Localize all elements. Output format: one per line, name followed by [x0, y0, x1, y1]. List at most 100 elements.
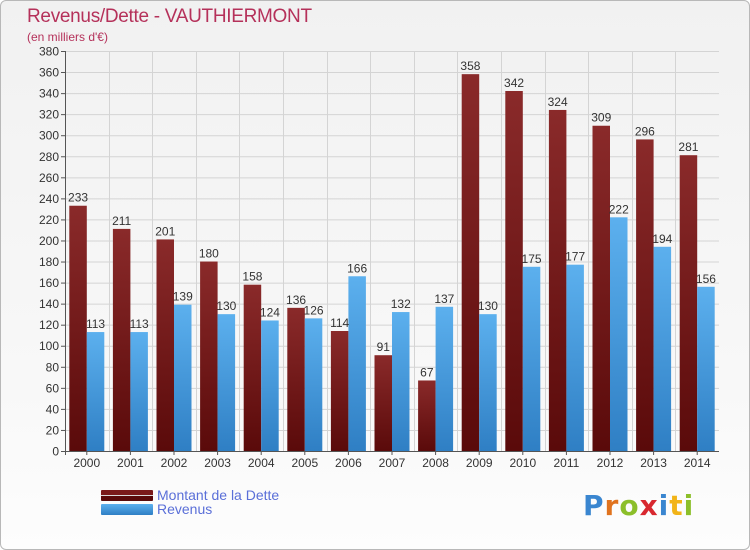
y-tick-label: 140 [39, 297, 59, 311]
data-label: 136 [286, 293, 306, 307]
y-tick-label: 340 [39, 87, 59, 101]
data-label: 175 [522, 252, 542, 266]
y-tick-label: 200 [39, 234, 59, 248]
bar-revenus [86, 332, 105, 451]
bars [69, 74, 715, 452]
chart-title: Revenus/Dette - VAUTHIERMONT [27, 6, 312, 27]
data-label: 222 [609, 202, 629, 216]
y-tick-label: 180 [39, 255, 59, 269]
y-tick-label: 160 [39, 276, 59, 290]
data-label: 358 [460, 59, 480, 73]
bar-revenus [392, 312, 410, 451]
y-tick-label: 100 [39, 339, 59, 353]
data-label: 124 [260, 305, 280, 319]
bar-revenus [610, 217, 628, 451]
bar-revenus [435, 306, 454, 451]
x-tick-label: 2002 [161, 456, 188, 470]
bar-dette [330, 331, 349, 451]
y-tick-label: 260 [39, 171, 59, 185]
x-tick-label: 2006 [335, 456, 362, 470]
y-tick-label: 0 [52, 445, 59, 459]
legend-swatch-revenus [101, 504, 153, 515]
x-tick-label: 2001 [117, 456, 144, 470]
y-tick-label: 360 [39, 66, 59, 80]
bar-dette [636, 139, 654, 451]
x-tick-label: 2008 [422, 456, 449, 470]
bar-revenus [174, 304, 192, 451]
bar-dette [200, 261, 218, 451]
data-label: 137 [434, 292, 454, 306]
y-tick-label: 80 [46, 360, 60, 374]
bar-dette [592, 125, 610, 451]
data-label: 158 [242, 270, 262, 284]
logo-letter: t [669, 489, 684, 522]
bar-dette [287, 307, 305, 451]
bar-revenus [130, 332, 148, 451]
bar-dette [156, 239, 174, 451]
data-label: 309 [591, 111, 611, 125]
data-label: 130 [216, 299, 236, 313]
data-label: 114 [330, 316, 349, 330]
bar-revenus [653, 246, 672, 451]
y-tick-label: 240 [39, 192, 59, 206]
x-tick-label: 2014 [684, 456, 711, 470]
axes: 0 20 40 60 80 100 120 140 160 180 200 220 240 260 280 3… [39, 45, 719, 470]
legend-swatch-dette [101, 490, 153, 501]
logo-letter: i [683, 489, 695, 522]
logo-letter: x [639, 489, 659, 522]
data-label: 211 [112, 214, 131, 228]
data-label: 166 [347, 261, 367, 275]
bar-revenus [697, 286, 715, 451]
logo-letter: P [583, 489, 605, 522]
bar-revenus [479, 314, 497, 451]
x-tick-label: 2003 [204, 456, 231, 470]
x-tick-label: 2011 [553, 456, 579, 470]
chart-subtitle: (en milliers d'€) [27, 30, 108, 44]
bar-dette [679, 155, 698, 452]
y-tick-label: 120 [39, 318, 59, 332]
data-label: 194 [652, 232, 672, 246]
bar-dette [374, 355, 392, 451]
bar-revenus [566, 264, 584, 451]
bar-dette [461, 74, 480, 451]
x-tick-label: 2004 [248, 456, 275, 470]
data-label: 126 [304, 303, 324, 317]
data-label: 130 [478, 299, 498, 313]
bar-revenus [348, 276, 366, 451]
x-tick-label: 2010 [509, 456, 536, 470]
bar-dette [112, 228, 131, 451]
data-label: 113 [86, 317, 105, 331]
x-tick-label: 2013 [640, 456, 667, 470]
legend-label-revenus: Revenus [157, 501, 213, 517]
data-label: 67 [420, 365, 434, 379]
data-label: 156 [696, 272, 716, 286]
x-tick-label: 2000 [73, 456, 100, 470]
bar-dette [69, 205, 87, 451]
data-label: 324 [548, 95, 568, 109]
bar-dette [505, 91, 523, 451]
logo-letter: o [619, 489, 640, 522]
y-tick-label: 300 [39, 129, 59, 143]
data-label: 233 [68, 191, 88, 205]
bar-revenus [217, 314, 236, 451]
data-label: 296 [635, 124, 655, 138]
bar-revenus [304, 318, 323, 451]
bar-dette [548, 109, 567, 452]
data-label: 132 [391, 297, 411, 311]
y-tick-label: 60 [46, 381, 60, 395]
data-label: 201 [155, 224, 175, 238]
logo-letter: i [658, 489, 670, 522]
bar-revenus [261, 320, 279, 451]
x-tick-label: 2007 [379, 456, 406, 470]
bar-dette [418, 380, 436, 451]
data-label: 281 [678, 140, 698, 154]
x-tick-label: 2005 [291, 456, 318, 470]
y-tick-label: 20 [46, 423, 60, 437]
bar-revenus [522, 266, 541, 451]
y-tick-label: 280 [39, 150, 59, 164]
y-tick-label: 320 [39, 108, 59, 122]
data-label: 91 [377, 340, 391, 354]
